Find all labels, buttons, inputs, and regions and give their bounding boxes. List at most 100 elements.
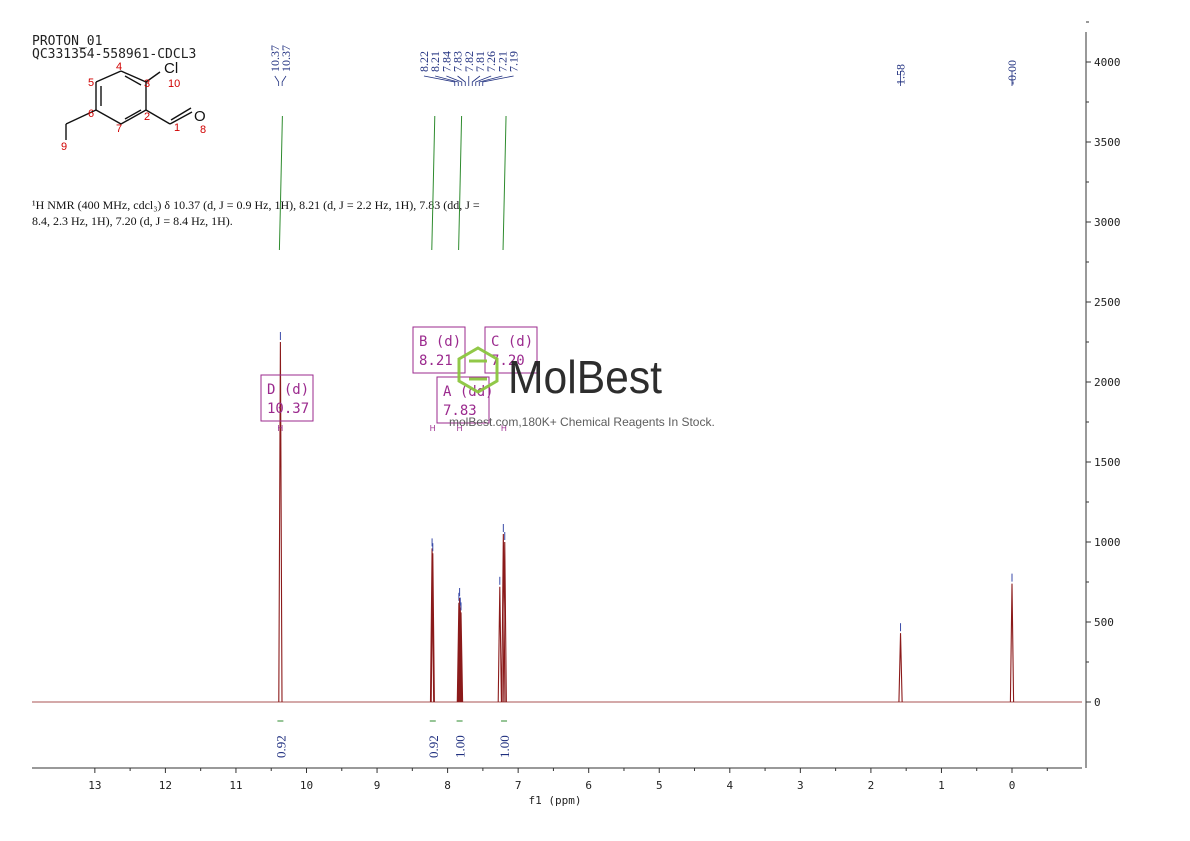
multiplet-shift: 8.21 <box>419 353 453 369</box>
x-tick-label: 3 <box>797 779 804 792</box>
atom-label-6: 6 <box>88 108 94 120</box>
peak-label-connector <box>457 75 466 86</box>
plot-axes <box>32 32 1087 769</box>
element-chlorine: Cl <box>164 60 178 77</box>
atom-label-8: 8 <box>200 124 206 136</box>
peak-label-connector <box>274 75 280 86</box>
y-tick-label: 1500 <box>1094 456 1121 469</box>
spectrum-peak <box>1009 583 1015 703</box>
nmr-description-line2: 8.4, 2.3 Hz, 1H), 7.20 (d, J = 8.4 Hz, 1… <box>32 214 233 228</box>
multiplet-box <box>412 326 466 374</box>
x-tick-label: 0 <box>1009 779 1016 792</box>
experiment-name: PROTON_01 <box>32 34 102 49</box>
sample-id: QC331354-558961-CDCL3 <box>32 47 196 62</box>
atom-label-9: 9 <box>61 141 67 153</box>
spectrum-peak <box>898 633 903 703</box>
watermark-tagline: molBest.com,180K+ Chemical Reagents In S… <box>449 415 715 429</box>
x-tick-label: 8 <box>444 779 451 792</box>
y-tick-label: 0 <box>1094 696 1101 709</box>
peak-label: 10.37 <box>279 45 293 72</box>
multiplet-letter: A (dd) <box>443 384 494 400</box>
spectrum-peak <box>430 553 435 703</box>
x-tick-label: 13 <box>88 779 101 792</box>
multiplet-letter: D (d) <box>267 382 309 398</box>
spectrum-peak <box>497 586 502 703</box>
y-tick-label: 3500 <box>1094 136 1121 149</box>
integral-value: 0.92 <box>273 735 288 758</box>
multiplet-h-marker: H <box>430 424 436 433</box>
y-tick-label: 4000 <box>1094 56 1121 69</box>
multiplet-box <box>484 326 538 374</box>
integral-curve <box>278 115 283 251</box>
x-axis-ticks: 13 12 11 10 9 8 7 6 5 4 3 2 1 0 <box>88 768 1048 792</box>
multiplet-shift: 10.37 <box>267 401 309 417</box>
nmr-description-line1: ¹H NMR (400 MHz, cdcl₃) δ 10.37 (d, J = … <box>32 198 480 212</box>
multiplet-h-marker: H <box>501 424 507 433</box>
spectrum-peak <box>501 533 506 703</box>
integral-value: 0.92 <box>426 735 441 758</box>
multiplet-box <box>436 376 490 424</box>
x-tick-label: 9 <box>374 779 381 792</box>
atom-label-3: 3 <box>144 78 150 90</box>
spectrum-peak <box>278 341 283 703</box>
multiplet-box <box>260 374 314 422</box>
y-tick-label: 2000 <box>1094 376 1121 389</box>
y-tick-label: 1000 <box>1094 536 1121 549</box>
x-tick-label: 12 <box>159 779 172 792</box>
atom-label-7: 7 <box>116 123 122 135</box>
atom-label-2: 2 <box>144 111 150 123</box>
x-tick-label: 2 <box>868 779 875 792</box>
element-oxygen: O <box>194 108 206 125</box>
peak-label-connector <box>281 75 287 86</box>
peak-label: 7.82 <box>462 51 476 72</box>
multiplet-letter: B (d) <box>419 334 461 350</box>
y-tick-label: 3000 <box>1094 216 1121 229</box>
spectrum-peaks <box>278 332 1015 703</box>
atom-label-10: 10 <box>168 78 180 90</box>
peak-label-connector <box>446 75 463 86</box>
peak-label: 8.21 <box>428 51 442 72</box>
y-tick-label: 500 <box>1094 616 1114 629</box>
peak-label-connector <box>482 75 514 86</box>
spectrum-peak <box>458 607 463 703</box>
atom-label-4: 4 <box>116 61 122 73</box>
peak-label-connector <box>435 75 459 86</box>
peak-label: 7.19 <box>507 51 521 72</box>
integral-curves <box>278 115 507 251</box>
atom-label-1: 1 <box>174 122 180 134</box>
y-tick-label: 2500 <box>1094 296 1121 309</box>
integral-curve <box>458 115 463 251</box>
x-tick-label: 5 <box>656 779 663 792</box>
peak-label: 10.37 <box>268 45 282 72</box>
multiplet-h-marker: H <box>457 424 463 433</box>
peak-label-connector <box>423 75 456 86</box>
peak-label: 7.26 <box>484 51 498 72</box>
multiplet-shift: 7.20 <box>491 353 525 369</box>
x-tick-label: 11 <box>229 779 242 792</box>
peak-label-connector <box>475 75 492 86</box>
peak-label-connector <box>471 75 481 86</box>
molecule-structure <box>65 70 193 140</box>
watermark-brand: MolBest <box>508 351 662 403</box>
x-tick-label: 10 <box>300 779 313 792</box>
x-tick-label: 1 <box>938 779 945 792</box>
atom-labels: 1 2 3 4 5 6 7 8 9 10 Cl O <box>61 60 206 153</box>
integral-value: 1.00 <box>497 735 512 758</box>
peak-label-connector <box>478 75 503 86</box>
y-axis-ticks: 0 500 1000 1500 2000 2500 3000 3500 4000 <box>1086 21 1121 709</box>
x-axis-label: f1 (ppm) <box>529 794 582 807</box>
integral-values: 0.92 0.92 1.00 1.00 <box>273 720 512 758</box>
multiplet-shift: 7.83 <box>443 403 477 419</box>
x-tick-label: 7 <box>515 779 522 792</box>
multiplet-letter: C (d) <box>491 334 533 350</box>
peak-label: 7.21 <box>495 51 509 72</box>
spectrum-peak <box>502 541 507 703</box>
x-tick-label: 6 <box>585 779 592 792</box>
molbest-logo-icon <box>457 346 499 394</box>
multiplet-h-marker: H <box>277 424 283 433</box>
peak-label: 8.22 <box>417 51 431 72</box>
integral-curve <box>502 115 507 251</box>
integral-curve <box>431 115 436 251</box>
